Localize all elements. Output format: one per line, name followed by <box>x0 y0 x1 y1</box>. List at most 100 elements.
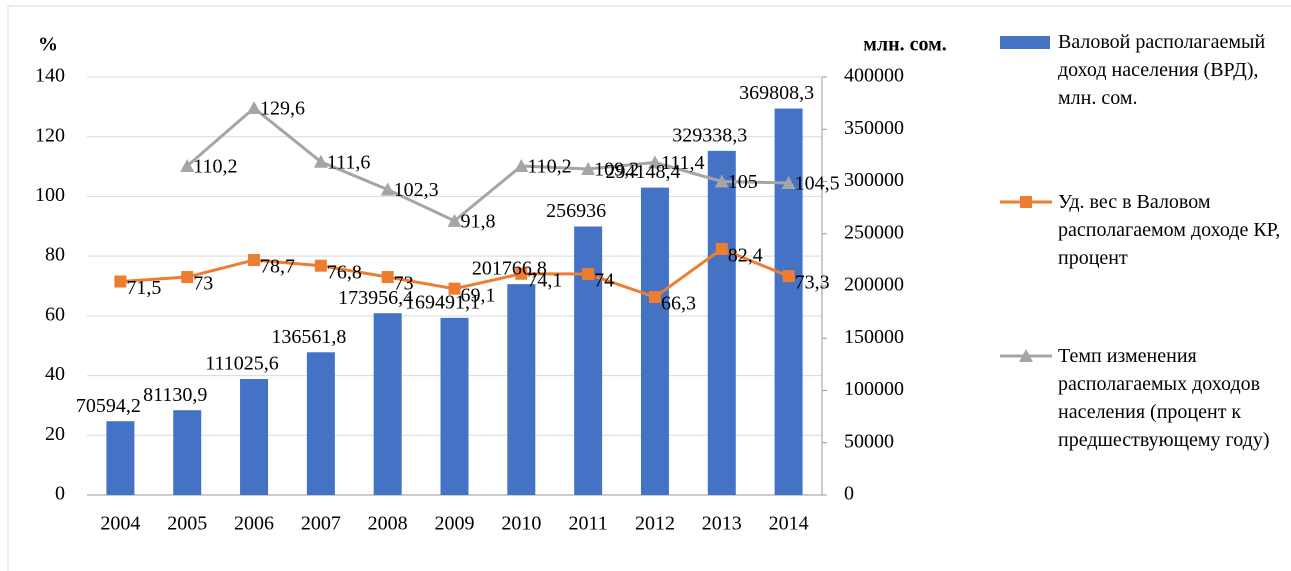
marker <box>782 270 795 283</box>
legend-swatch <box>1000 349 1052 362</box>
data-label: 110,2 <box>527 156 571 178</box>
data-label: 73 <box>193 273 213 295</box>
bar <box>173 410 202 495</box>
data-label: 69,1 <box>461 284 496 306</box>
marker <box>715 242 728 255</box>
y2-tick-label: 350000 <box>844 117 904 139</box>
data-label: 105 <box>728 171 758 193</box>
bar <box>240 378 269 495</box>
marker <box>714 174 729 188</box>
x-tick-label: 2006 <box>234 513 274 535</box>
bar <box>707 150 736 495</box>
bar <box>574 226 603 495</box>
marker <box>514 158 529 172</box>
line <box>186 106 789 223</box>
y2-tick-label: 100000 <box>844 378 904 400</box>
data-label: 111,4 <box>661 152 705 174</box>
marker <box>515 267 528 280</box>
data-label: 109,2 <box>594 159 639 181</box>
data-label: 294148,4 <box>605 161 680 183</box>
data-label: 78,7 <box>260 256 295 278</box>
data-label: 173956,4 <box>338 287 413 309</box>
data-label: 70594,2 <box>76 395 141 417</box>
data-label: 66,3 <box>661 293 696 315</box>
bar <box>306 352 335 495</box>
y2-tick-label: 200000 <box>844 274 904 296</box>
marker <box>647 155 662 169</box>
y2-tick-label: 400000 <box>844 65 904 87</box>
bar <box>774 108 803 495</box>
marker <box>448 282 461 295</box>
marker <box>181 271 194 284</box>
x-tick-label: 2014 <box>769 513 809 535</box>
data-label: 91,8 <box>461 211 496 233</box>
y2-tick-label: 250000 <box>844 221 904 243</box>
y2-tick-label: 50000 <box>844 430 894 452</box>
data-label: 169491,1 <box>405 291 480 313</box>
x-tick-label: 2005 <box>167 513 207 535</box>
bar <box>440 317 469 495</box>
data-label: 76,8 <box>327 261 362 283</box>
marker <box>314 259 327 272</box>
marker <box>248 254 261 267</box>
x-tick-label: 2011 <box>569 513 608 535</box>
data-label: 74,1 <box>527 269 562 291</box>
y2-tick-label: 300000 <box>844 169 904 191</box>
marker <box>648 291 661 304</box>
x-tick-label: 2010 <box>501 513 541 535</box>
data-label: 73,3 <box>795 272 830 294</box>
y-tick-label: 40 <box>45 363 65 385</box>
data-label: 136561,8 <box>271 326 346 348</box>
legend-label: Валовой располагаемый доход населения (В… <box>1058 31 1266 109</box>
y-tick-label: 140 <box>35 65 65 87</box>
y-tick-label: 60 <box>45 303 65 325</box>
y-tick-label: 20 <box>45 423 65 445</box>
x-tick-label: 2007 <box>301 513 341 535</box>
x-tick-label: 2012 <box>635 513 675 535</box>
y-axis-title: % <box>38 34 58 56</box>
data-label: 73 <box>394 273 414 295</box>
bar <box>373 313 402 495</box>
y-tick-label: 0 <box>55 483 65 505</box>
x-tick-label: 2004 <box>100 513 140 535</box>
legend-swatch <box>1000 36 1050 49</box>
data-label: 81130,9 <box>143 384 207 406</box>
y2-tick-label: 0 <box>844 483 854 505</box>
data-label: 102,3 <box>394 179 439 201</box>
marker <box>447 213 462 227</box>
data-label: 329338,3 <box>672 124 747 146</box>
y2-axis-title: млн. сом. <box>863 34 947 56</box>
marker <box>313 154 328 168</box>
marker <box>581 161 596 175</box>
marker <box>582 268 595 281</box>
marker <box>781 175 796 189</box>
y-tick-label: 120 <box>35 124 65 146</box>
legend-label: Уд. вес в Валовом располагаемом доходе К… <box>1058 191 1281 269</box>
data-label: 82,4 <box>728 245 763 267</box>
data-label: 111,6 <box>327 151 371 173</box>
legend-label: Темп изменения располагаемых доходов нас… <box>1058 345 1270 451</box>
legend-swatch <box>1000 196 1052 208</box>
marker <box>247 101 262 115</box>
data-label: 129,6 <box>260 98 305 120</box>
y2-tick-label: 150000 <box>844 326 904 348</box>
x-tick-label: 2008 <box>368 513 408 535</box>
bar <box>507 284 536 495</box>
data-label: 104,5 <box>795 173 840 195</box>
data-label: 74 <box>594 270 614 292</box>
bar <box>640 187 669 495</box>
x-tick-label: 2009 <box>435 513 475 535</box>
bar <box>106 421 135 495</box>
y-tick-label: 80 <box>45 244 65 266</box>
marker <box>114 275 127 288</box>
data-label: 111025,6 <box>205 353 279 375</box>
marker <box>380 182 395 196</box>
x-tick-label: 2013 <box>702 513 742 535</box>
y-tick-label: 100 <box>35 184 65 206</box>
data-label: 369808,3 <box>739 82 814 104</box>
marker <box>381 271 394 284</box>
data-label: 201766,8 <box>472 258 547 280</box>
data-label: 110,2 <box>193 156 237 178</box>
